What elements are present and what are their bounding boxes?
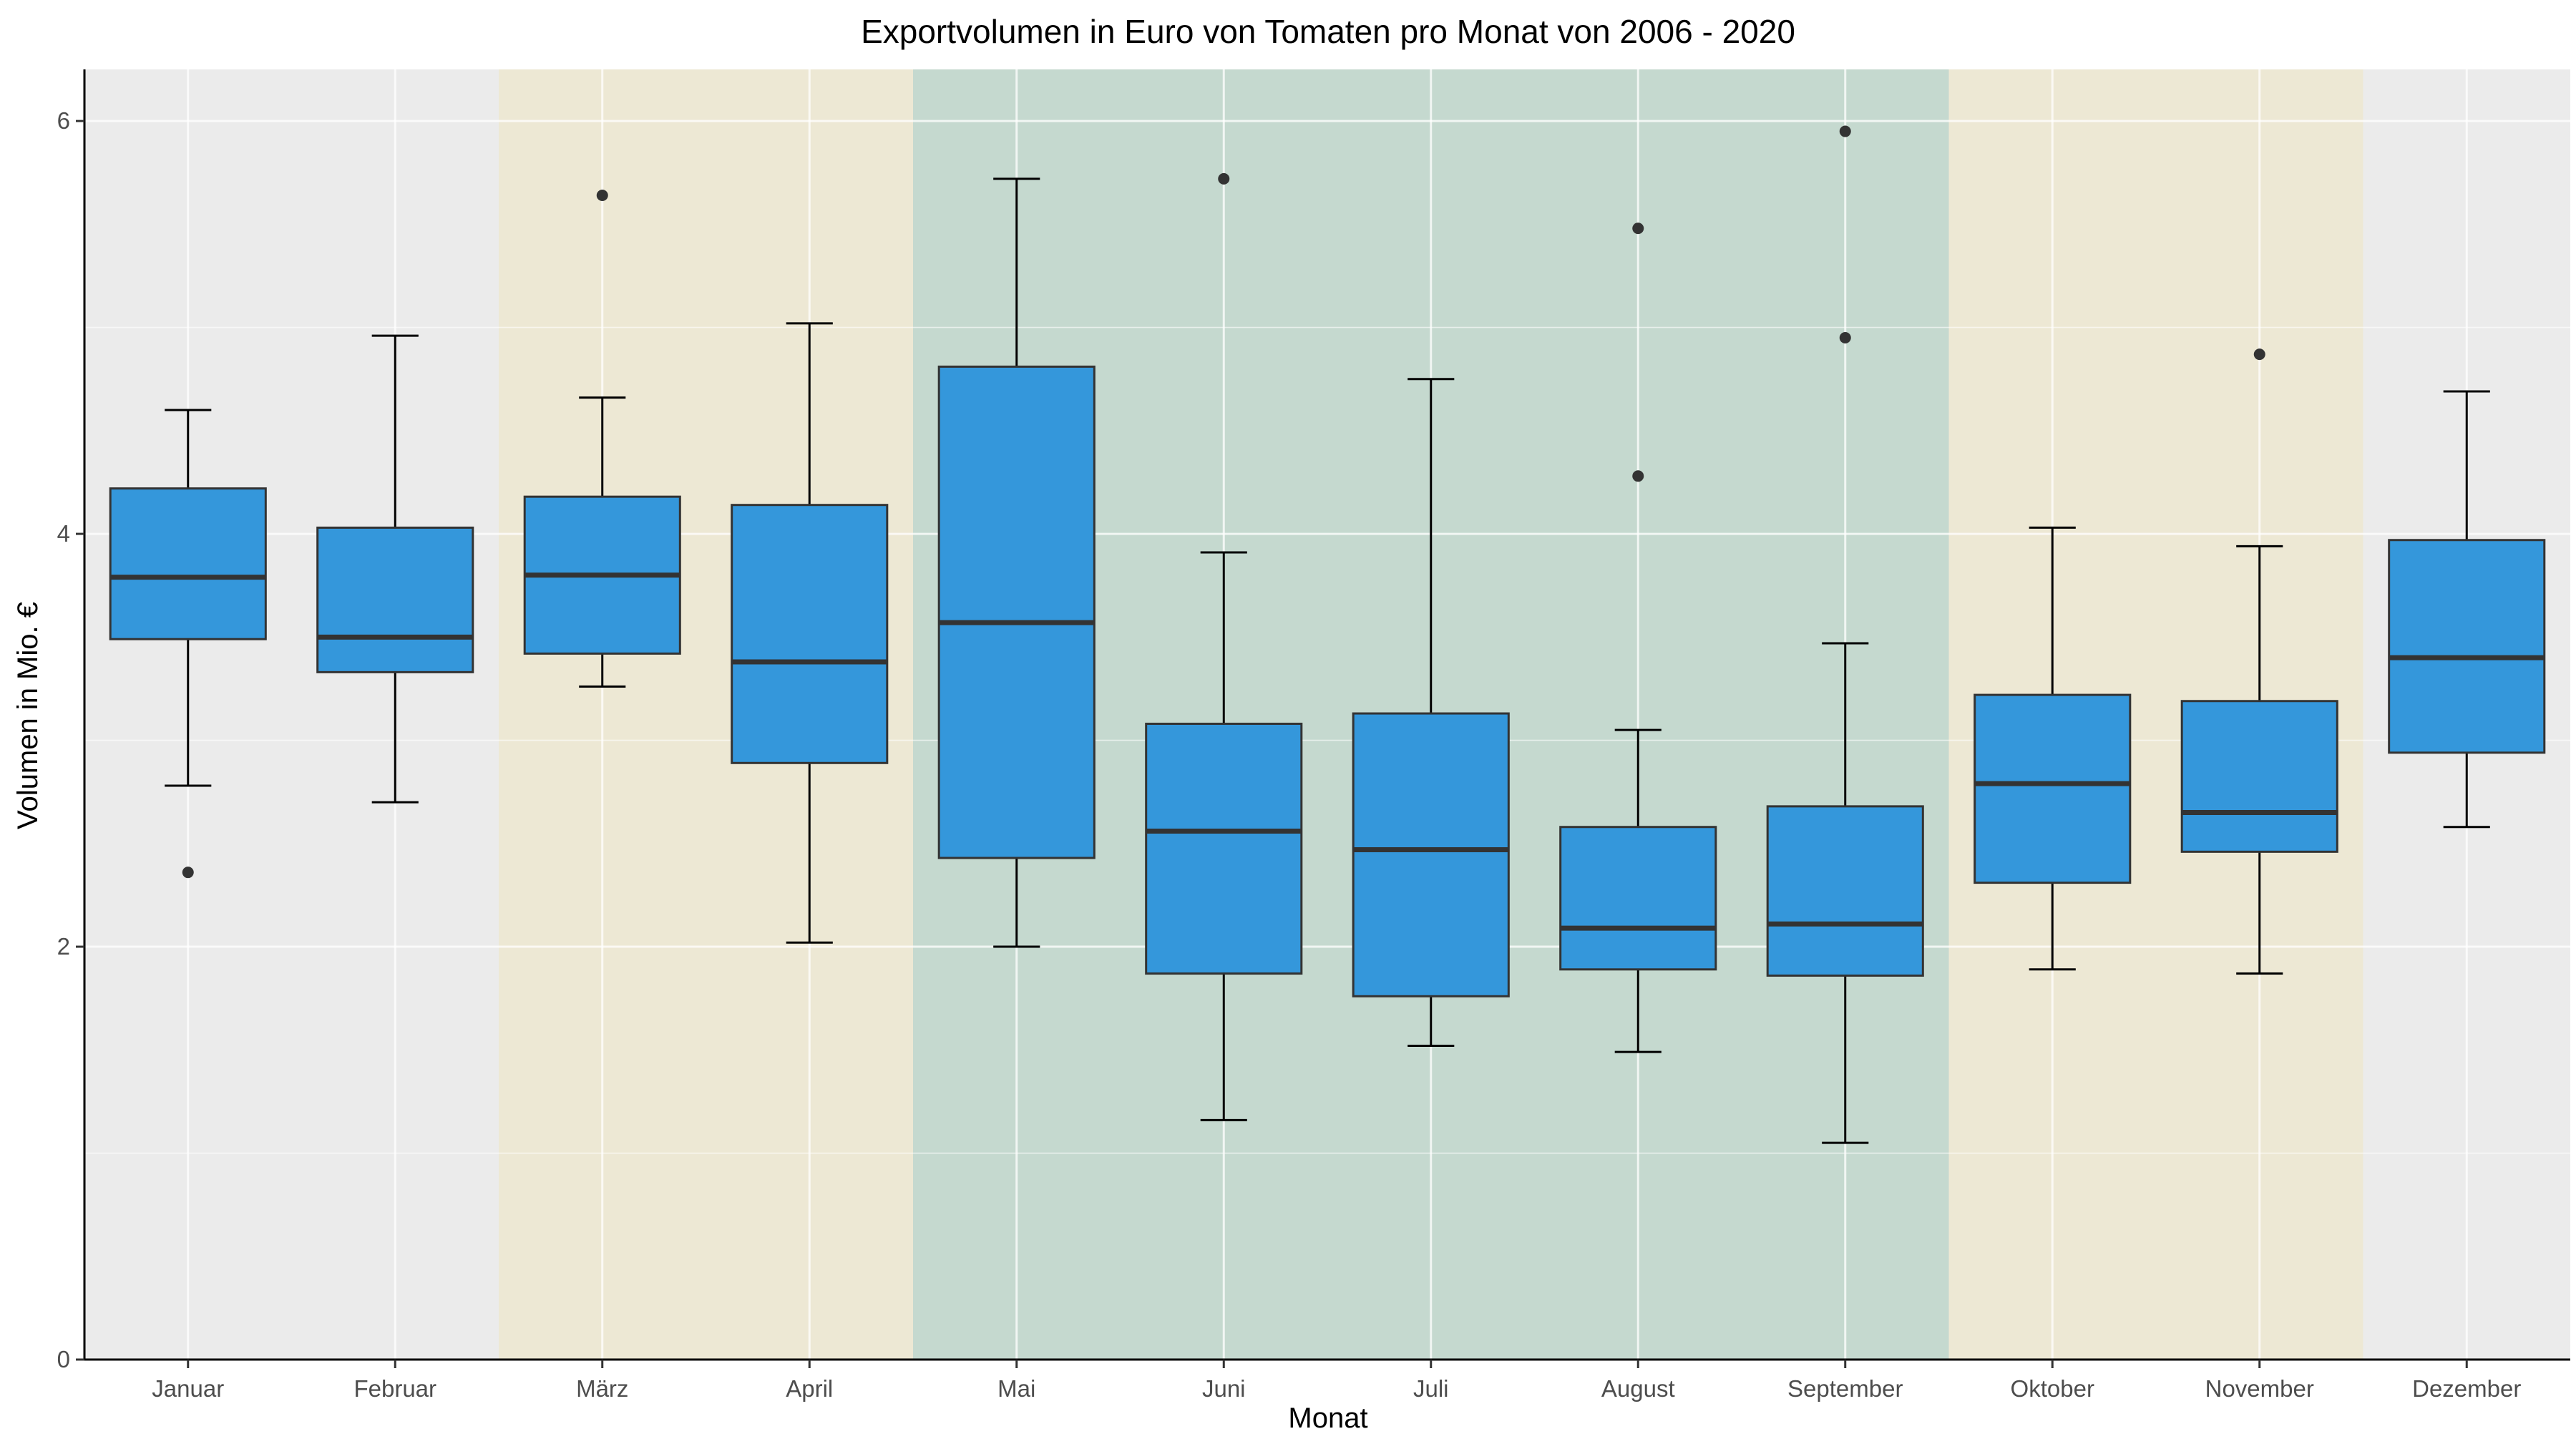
box-iqr: [2388, 539, 2546, 754]
box-iqr: [1974, 693, 2132, 884]
x-tick-label: Juli: [1413, 1375, 1449, 1402]
box-iqr: [2180, 700, 2338, 853]
outlier-point: [182, 867, 194, 879]
y-tick-label: 4: [57, 520, 70, 547]
box-iqr: [1145, 722, 1303, 975]
x-tick-label: August: [1601, 1375, 1675, 1402]
outlier-point: [2253, 348, 2265, 361]
plot-panel: 0 2 4 6 Januar Februar März April Mai Juni Juli Aug…: [57, 69, 2570, 1402]
box-november: [2180, 348, 2338, 975]
x-tick-label: März: [576, 1375, 628, 1402]
outlier-point: [1839, 125, 1851, 137]
box-april: [731, 322, 889, 944]
x-axis-title: Monat: [1288, 1402, 1367, 1434]
chart-title: Exportvolumen in Euro von Tomaten pro Mo…: [861, 13, 1795, 50]
x-tick-label: Januar: [152, 1375, 224, 1402]
box-juli: [1352, 378, 1510, 1048]
box-august: [1559, 223, 1717, 1053]
x-tick-label: Dezember: [2412, 1375, 2521, 1402]
box-mai: [937, 177, 1096, 948]
outlier-point: [1218, 172, 1230, 185]
y-tick-label: 2: [57, 933, 70, 960]
box-juni: [1145, 172, 1303, 1121]
box-oktober: [1974, 526, 2132, 971]
box-märz: [523, 189, 681, 688]
x-tick-label: Mai: [997, 1375, 1035, 1402]
x-tick-label: September: [1787, 1375, 1903, 1402]
outlier-point: [1632, 470, 1644, 482]
box-dezember: [2388, 390, 2546, 829]
y-tick-label: 6: [57, 107, 70, 134]
x-tick-label: April: [786, 1375, 833, 1402]
x-tick-label: Oktober: [2011, 1375, 2094, 1402]
box-iqr: [109, 487, 267, 640]
x-tick-label: Februar: [353, 1375, 436, 1402]
outlier-point: [596, 189, 608, 201]
outlier-point: [1632, 223, 1644, 235]
box-iqr: [1352, 712, 1510, 997]
box-iqr: [731, 504, 889, 764]
x-tick-label: Juni: [1202, 1375, 1246, 1402]
box-iqr: [316, 526, 474, 673]
y-tick-label: 0: [57, 1346, 70, 1372]
y-axis-title: Volumen in Mio. €: [12, 602, 44, 829]
box-februar: [316, 334, 474, 804]
box-iqr: [1766, 805, 1924, 977]
x-tick-label: November: [2205, 1375, 2314, 1402]
box-iqr: [937, 365, 1096, 859]
outlier-point: [1839, 332, 1851, 344]
box-september: [1766, 125, 1924, 1144]
box-iqr: [1559, 826, 1717, 971]
box-januar: [109, 409, 267, 879]
